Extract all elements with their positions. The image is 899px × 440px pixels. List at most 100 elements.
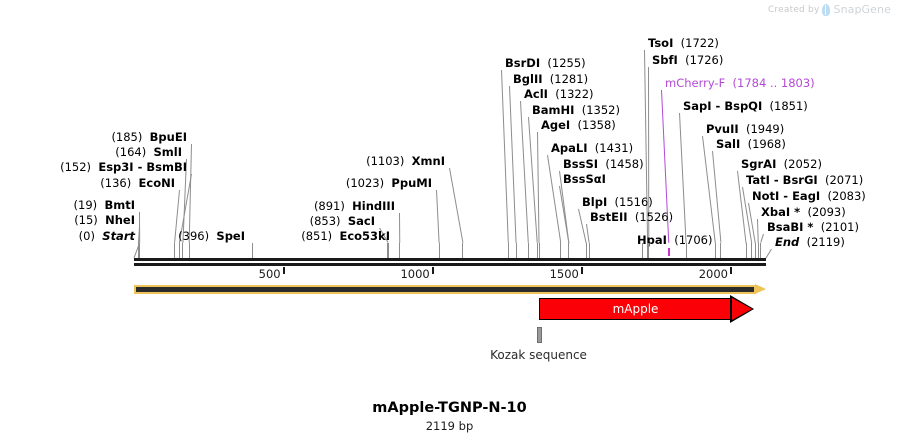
- enzyme-name: End: [775, 235, 800, 249]
- enzyme-position: (853): [309, 214, 348, 228]
- site-tick-tsoi[interactable]: [647, 243, 649, 258]
- site-tick-bpuei[interactable]: [188, 243, 190, 258]
- gene-arrow-mapple[interactable]: mApple: [539, 295, 754, 323]
- enzyme-name: TatI - BsrGI: [746, 173, 818, 187]
- enzyme-label-econi[interactable]: (136) EcoNI: [100, 177, 175, 189]
- gene-arrow-body: [539, 298, 732, 320]
- enzyme-name: SacI: [347, 214, 375, 228]
- enzyme-label-saci[interactable]: (853) SacI: [310, 215, 375, 227]
- site-tick-eco53ki[interactable]: [387, 243, 389, 258]
- site-tick-bmti[interactable]: [139, 243, 141, 258]
- enzyme-label-apali[interactable]: ApaLI (1431): [551, 142, 633, 154]
- enzyme-name: SapI - BspQI: [683, 99, 763, 113]
- enzyme-position: (0): [78, 229, 103, 243]
- enzyme-name: Eco53kI: [339, 229, 390, 243]
- enzyme-label-sgrai[interactable]: SgrAI (2052): [741, 158, 822, 170]
- ruler-tick-500: [282, 267, 285, 274]
- kozak-sequence-marker[interactable]: [536, 327, 542, 343]
- enzyme-name: SalI: [716, 137, 741, 151]
- enzyme-label-start[interactable]: (0) Start: [79, 230, 135, 242]
- enzyme-label-eco53ki[interactable]: (851) Eco53kI: [301, 230, 390, 242]
- enzyme-label-tati-bsrgi[interactable]: TatI - BsrGI (2071): [746, 174, 863, 186]
- site-tick-blpi[interactable]: [585, 243, 587, 258]
- enzyme-label-spei[interactable]: (396) SpeI: [178, 230, 245, 242]
- site-tick-mcherry-f[interactable]: [668, 248, 671, 256]
- site-tick-bglii[interactable]: [515, 243, 517, 258]
- enzyme-label-bsss-i[interactable]: BssSαI: [563, 173, 606, 185]
- site-tick-pvuii[interactable]: [714, 243, 716, 258]
- enzyme-name: SmlI: [153, 145, 183, 159]
- enzyme-label-agei[interactable]: AgeI (1358): [541, 119, 616, 131]
- site-tick-saci[interactable]: [387, 243, 389, 258]
- site-tick-sgrai[interactable]: [745, 243, 747, 258]
- site-tick-bamhi[interactable]: [536, 243, 538, 258]
- enzyme-label-hpai[interactable]: HpaI (1706): [637, 234, 712, 246]
- enzyme-label-bmti[interactable]: (19) BmtI: [74, 199, 135, 211]
- site-tick-apali[interactable]: [560, 243, 562, 258]
- site-tick-hpai[interactable]: [642, 243, 644, 258]
- enzyme-label-xbai-[interactable]: XbaI * (2093): [761, 206, 846, 218]
- ruler-label-1000: 1000: [400, 267, 430, 281]
- enzyme-label-smli[interactable]: (164) SmlI: [115, 146, 182, 158]
- site-tick-sapi-bspqi[interactable]: [685, 243, 687, 258]
- orf-arrow-head: [754, 284, 766, 294]
- enzyme-label-xmni[interactable]: (1103) XmnI: [366, 155, 445, 167]
- site-tick-nhei[interactable]: [137, 243, 139, 258]
- site-tick-noti-eagi[interactable]: [754, 243, 756, 258]
- enzyme-label-blpi[interactable]: BlpI (1516): [582, 196, 653, 208]
- enzyme-label-sali[interactable]: SalI (1968): [716, 138, 786, 150]
- enzyme-name: XmnI: [411, 154, 445, 168]
- enzyme-position: (2052): [776, 157, 822, 171]
- enzyme-label-bsteii[interactable]: BstEII (1526): [590, 211, 673, 223]
- site-tick-bsteii[interactable]: [588, 243, 590, 258]
- site-tick-bsrdi[interactable]: [507, 243, 509, 258]
- enzyme-label-bsabi-[interactable]: BsaBI * (2101): [767, 221, 859, 233]
- enzyme-label-tsoi[interactable]: TsoI (1722): [648, 37, 719, 49]
- enzyme-label-bglii[interactable]: BglII (1281): [513, 73, 588, 85]
- ruler-label-500: 500: [258, 267, 281, 281]
- site-tick-sali[interactable]: [720, 243, 722, 258]
- enzyme-position: (1458): [598, 157, 644, 171]
- site-tick-bsss-i[interactable]: [568, 243, 570, 258]
- enzyme-label-esp3i-bsmbi[interactable]: (152) Esp3I - BsmBI: [60, 161, 187, 173]
- site-tick-esp3i-bsmbi[interactable]: [178, 243, 180, 258]
- enzyme-position: (1322): [547, 87, 594, 101]
- enzyme-name: BamHI: [532, 103, 575, 117]
- enzyme-label-bsrdi[interactable]: BsrDI (1255): [505, 57, 586, 69]
- enzyme-position: (2093): [800, 205, 846, 219]
- site-tick-spei[interactable]: [251, 243, 253, 258]
- enzyme-position: (136): [100, 176, 139, 190]
- enzyme-name: Esp3I - BsmBI: [98, 160, 187, 174]
- enzyme-label-bsssi[interactable]: BssSI (1458): [563, 158, 644, 170]
- site-tick-sbfi[interactable]: [648, 243, 650, 258]
- site-tick-bsabi-[interactable]: [760, 243, 762, 258]
- enzyme-label-end[interactable]: End (2119): [775, 236, 845, 248]
- orf-arrow[interactable]: [133, 284, 766, 294]
- site-tick-acli[interactable]: [527, 243, 529, 258]
- site-tick-hindiii[interactable]: [399, 243, 401, 258]
- site-tick-tati-bsrgi[interactable]: [751, 243, 753, 258]
- enzyme-label-bpuei[interactable]: (185) BpuEI: [111, 131, 187, 143]
- site-tick-agei[interactable]: [538, 243, 540, 258]
- enzyme-label-sbfi[interactable]: SbfI (1726): [652, 54, 723, 66]
- site-tick-ppumi[interactable]: [438, 243, 440, 258]
- site-tick-econi[interactable]: [174, 243, 176, 258]
- enzyme-label-mcherry-f[interactable]: mCherry-F (1784 .. 1803): [665, 77, 815, 89]
- enzyme-position: (1255): [540, 56, 586, 70]
- enzyme-label-hindiii[interactable]: (891) HindIII: [314, 200, 395, 212]
- enzyme-name: HpaI: [637, 233, 667, 247]
- site-tick-smli[interactable]: [182, 243, 184, 258]
- enzyme-label-acli[interactable]: AclI (1322): [524, 88, 594, 100]
- site-tick-xmni[interactable]: [462, 243, 464, 258]
- enzyme-name: BsrDI: [505, 56, 541, 70]
- enzyme-label-sapi-bspqi[interactable]: SapI - BspQI (1851): [683, 100, 808, 112]
- enzyme-label-ppumi[interactable]: (1023) PpuMI: [346, 177, 432, 189]
- enzyme-label-noti-eagi[interactable]: NotI - EagI (2083): [752, 190, 866, 202]
- enzyme-name: SgrAI: [741, 157, 777, 171]
- enzyme-name: TsoI: [648, 36, 674, 50]
- enzyme-name: AgeI: [541, 118, 571, 132]
- site-tick-xbai-[interactable]: [757, 243, 759, 258]
- enzyme-label-bamhi[interactable]: BamHI (1352): [532, 104, 620, 116]
- enzyme-label-nhei[interactable]: (15) NheI: [74, 214, 135, 226]
- enzyme-label-pvuii[interactable]: PvuII (1949): [706, 123, 784, 135]
